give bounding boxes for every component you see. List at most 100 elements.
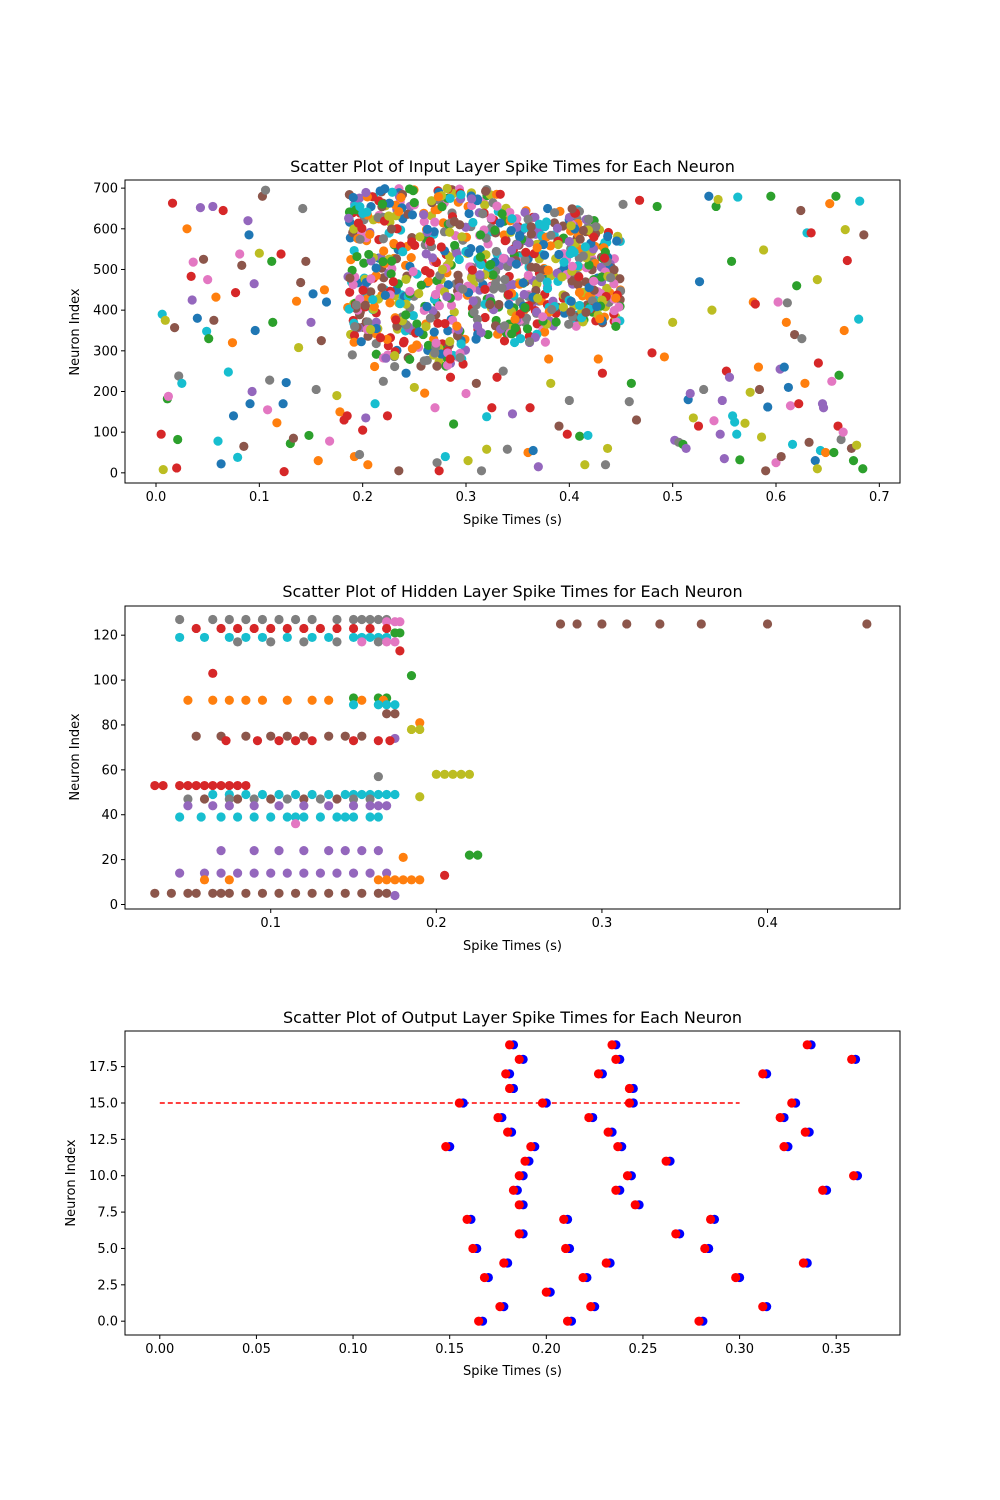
hidden-spike-point (332, 868, 342, 878)
input-spike-point (467, 194, 477, 204)
output-spike-point (586, 1302, 596, 1312)
input-spike-point (443, 280, 453, 290)
hidden-spike-point (348, 700, 359, 710)
output-spike-point (561, 1243, 571, 1254)
input-spike-point (539, 250, 550, 260)
hidden-spike-point (241, 888, 251, 898)
hidden-spike-point (324, 888, 334, 898)
input-spike-point (278, 399, 288, 409)
input-spike-point (414, 288, 424, 299)
hidden-spike-point (216, 623, 226, 634)
hidden-spike-point (365, 614, 375, 625)
hidden-spike-point (382, 623, 392, 634)
input-spike-point (321, 297, 332, 307)
hidden-spike-point (282, 868, 292, 878)
y-tick-label: 100 (93, 674, 118, 689)
input-spike-point (254, 248, 264, 258)
input-spike-point (431, 338, 441, 348)
output-spike-point (559, 1214, 569, 1224)
hidden-spike-point (324, 632, 334, 643)
input-spike-point (468, 296, 478, 306)
input-spike-point (437, 264, 448, 275)
hidden-spike-point (191, 888, 201, 898)
input-spike-point (449, 419, 459, 429)
input-spike-point (810, 456, 820, 466)
input-spike-point (694, 277, 705, 287)
output-spike-point (731, 1272, 741, 1283)
y-tick-label: 0 (110, 466, 118, 481)
hidden-spike-point (208, 780, 218, 791)
input-spike-point (430, 403, 440, 413)
output-spike-point (578, 1272, 588, 1283)
input-spike-point (390, 361, 400, 372)
hidden-spike-point (241, 632, 251, 643)
x-tick-label: 0.05 (242, 1342, 271, 1357)
input-spike-point (443, 326, 453, 336)
input-spike-point (511, 259, 521, 269)
input-spike-point (419, 356, 429, 366)
input-spike-point (239, 441, 249, 451)
hidden-spike-point (357, 731, 367, 741)
output-spike-point (499, 1258, 509, 1268)
input-spike-point (540, 222, 550, 232)
input-spike-point (156, 429, 166, 439)
hidden-spike-point (199, 868, 210, 878)
input-spike-point (635, 195, 645, 205)
input-spike-point (482, 412, 492, 422)
hidden-spike-point (340, 789, 350, 800)
input-spike-point (813, 358, 823, 368)
hidden-spike-point (406, 724, 417, 735)
hidden-spike-point (233, 780, 243, 791)
input-spike-point (313, 456, 323, 466)
hidden-spike-point (398, 852, 408, 862)
input-spike-point (316, 336, 326, 346)
hidden-spike-point (357, 789, 367, 800)
input-spike-point (405, 354, 415, 365)
hidden-spike-point (299, 794, 309, 804)
input-spike-point (771, 458, 781, 468)
hidden-spike-point (233, 794, 243, 804)
input-spike-point (348, 192, 358, 203)
input-spike-point (158, 464, 168, 475)
input-spike-point (464, 248, 474, 258)
hidden-spike-point (473, 850, 483, 860)
input-spike-point (361, 413, 371, 423)
input-spike-point (378, 257, 388, 267)
input-spike-point (523, 214, 533, 224)
input-spike-point (821, 447, 831, 458)
input-spike-point (430, 217, 440, 227)
input-spike-point (562, 429, 572, 439)
input-spike-point (288, 433, 299, 443)
hidden-spike-point (406, 670, 417, 681)
hidden-spike-point (464, 850, 475, 860)
input-spike-point (543, 265, 553, 275)
input-spike-point (440, 319, 450, 329)
input-spike-point (345, 273, 355, 283)
input-spike-point (515, 231, 525, 242)
input-spike-point (398, 247, 408, 257)
input-spike-point (378, 234, 389, 244)
input-spike-point (717, 395, 727, 406)
output-spike-point (601, 1258, 611, 1268)
hidden-spike-point (348, 812, 359, 822)
hidden-spike-point (241, 614, 251, 625)
input-spike-point (612, 236, 622, 246)
input-spike-point (182, 224, 192, 234)
output-spike-point (787, 1098, 797, 1108)
input-spike-point (510, 314, 520, 325)
hidden-spike-point (290, 888, 301, 898)
output-spike-point (758, 1302, 768, 1312)
input-spike-point (319, 285, 330, 295)
input-spike-point (498, 366, 508, 376)
y-tick-label: 12.5 (89, 1133, 118, 1148)
input-spike-point (564, 395, 574, 406)
input-spike-point (566, 221, 576, 231)
hidden-spike-point (390, 890, 400, 901)
hidden-spike-point (257, 632, 268, 643)
input-spike-point (611, 293, 621, 303)
hidden-spike-point (252, 736, 263, 746)
input-spike-point (464, 208, 474, 219)
output-spike-point (624, 1083, 635, 1094)
hidden-spike-point (382, 700, 392, 710)
hidden-spike-point (456, 769, 466, 779)
